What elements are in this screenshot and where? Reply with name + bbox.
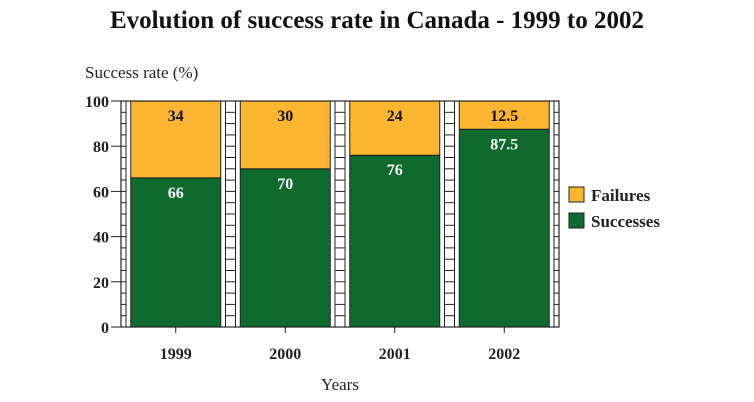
x-tick-label-1999: 1999 [160,346,192,363]
x-tick-label-2002: 2002 [488,346,520,363]
bar-failures-2002 [458,100,550,130]
legend: Failures Successes [568,186,660,231]
plot-frame [120,100,560,328]
y-tick-label-100: 100 [85,94,109,111]
bar-successes-1999 [130,177,222,328]
data-label-failures-2001: 24 [387,108,403,125]
bar-failures-1999 [130,100,222,179]
bar-successes-2001 [349,154,441,328]
y-tick-label-60: 60 [93,184,109,201]
data-label-successes-1999: 66 [168,185,184,202]
data-label-failures-2002: 12.5 [490,108,518,125]
legend-label-successes: Successes [591,212,660,231]
legend-swatch-successes [568,212,585,229]
data-label-failures-1999: 34 [168,108,184,125]
y-tick-label-80: 80 [93,139,109,156]
y-tick-label-0: 0 [101,320,109,337]
x-tick-label-2001: 2001 [379,346,411,363]
data-label-successes-2000: 70 [277,176,293,193]
legend-label-failures: Failures [591,186,651,205]
y-tick-label-20: 20 [93,275,109,292]
chart-title: Evolution of success rate in Canada - 19… [110,7,644,34]
x-tick-label-2000: 2000 [269,346,301,363]
plot-area: 66 34 1999 70 30 2000 76 24 2001 87.5 12.5 2002 0 20 4… [85,94,560,363]
y-tick-label-40: 40 [93,230,109,247]
data-label-failures-2000: 30 [277,108,293,125]
bar-successes-2002 [458,128,550,328]
legend-swatch-failures [568,186,585,203]
bar-failures-2001 [349,100,441,156]
x-axis-label: Years [321,375,359,394]
data-label-successes-2002: 87.5 [490,136,518,153]
y-axis-label: Success rate (%) [85,63,198,82]
data-label-successes-2001: 76 [387,162,403,179]
bar-failures-2000 [239,100,331,170]
